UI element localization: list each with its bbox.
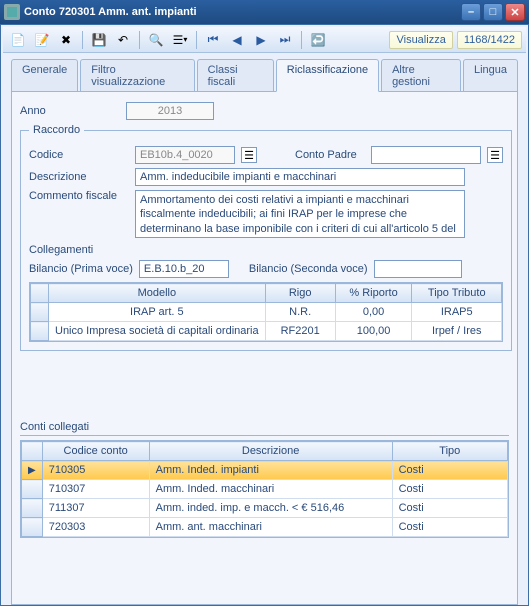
codice-lookup-button[interactable]: ☰	[241, 147, 257, 163]
list-icon[interactable]: ☰▾	[169, 30, 191, 50]
codice-label: Codice	[29, 149, 129, 161]
close-button[interactable]: ✕	[505, 3, 525, 21]
table-row[interactable]: Unico Impresa società di capitali ordina…	[31, 322, 502, 341]
descrizione-label: Descrizione	[29, 171, 129, 183]
tab-strip: Generale Filtro visualizzazione Classi f…	[3, 53, 526, 92]
conti-collegati-header: Conti collegati	[20, 421, 509, 436]
raccordo-legend: Raccordo	[29, 124, 84, 136]
table-row[interactable]: IRAP art. 5 N.R. 0,00 IRAP5	[31, 303, 502, 322]
bilancio-prima-value[interactable]: E.B.10.b_20	[139, 260, 229, 278]
conto-padre-value[interactable]	[371, 146, 481, 164]
export-icon[interactable]: ↩️	[307, 30, 329, 50]
delete-icon[interactable]: ✖	[55, 30, 77, 50]
anno-value: 2013	[126, 102, 214, 120]
tab-panel: Anno 2013 Raccordo Codice EB10b.4_0020 ☰…	[11, 91, 518, 605]
separator	[82, 31, 83, 49]
undo-icon[interactable]: ↶	[112, 30, 134, 50]
last-icon[interactable]: ⏭	[274, 30, 296, 50]
titlebar: Conto 720301 Amm. ant. impianti – □ ✕	[0, 0, 529, 24]
first-icon[interactable]: ⏮	[202, 30, 224, 50]
search-icon[interactable]: 🔍	[145, 30, 167, 50]
grid-collegamenti: Modello Rigo % Riporto Tipo Tributo IRAP…	[29, 282, 503, 342]
window-body: 📄 📝 ✖ 💾 ↶ 🔍 ☰▾ ⏮ ◀ ▶ ⏭ ↩️ Visualizza 116…	[0, 24, 529, 606]
toolbar: 📄 📝 ✖ 💾 ↶ 🔍 ☰▾ ⏮ ◀ ▶ ⏭ ↩️ Visualizza 116…	[3, 27, 526, 53]
edit-icon[interactable]: 📝	[31, 30, 53, 50]
next-icon[interactable]: ▶	[250, 30, 272, 50]
table-row[interactable]: 711307 Amm. inded. imp. e macch. < € 516…	[22, 499, 508, 518]
descrizione-value[interactable]: Amm. indeducibile impianti e macchinari	[135, 168, 465, 186]
raccordo-fieldset: Raccordo Codice EB10b.4_0020 ☰ Conto Pad…	[20, 124, 512, 351]
grid-conti-collegati: Codice conto Descrizione Tipo ▶ 710305 A…	[20, 440, 509, 538]
collegamenti-header: Collegamenti	[29, 244, 503, 256]
codice-value: EB10b.4_0020	[135, 146, 235, 164]
window-title: Conto 720301 Amm. ant. impianti	[24, 6, 461, 18]
commento-label: Commento fiscale	[29, 190, 129, 202]
col-codice-conto[interactable]: Codice conto	[42, 442, 149, 461]
conto-padre-lookup-button[interactable]: ☰	[487, 147, 503, 163]
bilancio-seconda-value[interactable]	[374, 260, 462, 278]
record-counter: 1168/1422	[457, 31, 522, 49]
separator	[196, 31, 197, 49]
commento-value[interactable]: Ammortamento dei costi relativi a impian…	[135, 190, 465, 238]
app-icon	[4, 4, 20, 20]
anno-label: Anno	[20, 105, 120, 117]
save-icon[interactable]: 💾	[88, 30, 110, 50]
col-rigo[interactable]: Rigo	[265, 284, 335, 303]
prev-icon[interactable]: ◀	[226, 30, 248, 50]
tab-lingua[interactable]: Lingua	[463, 59, 518, 92]
col-tipo[interactable]: Tipo	[392, 442, 507, 461]
bilancio-seconda-label: Bilancio (Seconda voce)	[249, 263, 368, 275]
separator	[301, 31, 302, 49]
minimize-button[interactable]: –	[461, 3, 481, 21]
col-descrizione[interactable]: Descrizione	[149, 442, 392, 461]
col-tributo[interactable]: Tipo Tributo	[412, 284, 502, 303]
row-pointer-icon: ▶	[22, 461, 43, 480]
col-modello[interactable]: Modello	[49, 284, 266, 303]
tab-riclassificazione[interactable]: Riclassificazione	[276, 59, 379, 92]
tab-generale[interactable]: Generale	[11, 59, 78, 92]
bilancio-prima-label: Bilancio (Prima voce)	[29, 263, 133, 275]
tab-altre[interactable]: Altre gestioni	[381, 59, 461, 92]
separator	[139, 31, 140, 49]
visualizza-link[interactable]: Visualizza	[389, 31, 452, 49]
grid-corner	[31, 284, 49, 303]
maximize-button[interactable]: □	[483, 3, 503, 21]
col-riporto[interactable]: % Riporto	[335, 284, 412, 303]
tab-classi[interactable]: Classi fiscali	[197, 59, 274, 92]
table-row[interactable]: 710307 Amm. Inded. macchinari Costi	[22, 480, 508, 499]
tab-filtro[interactable]: Filtro visualizzazione	[80, 59, 194, 92]
table-row[interactable]: 720303 Amm. ant. macchinari Costi	[22, 518, 508, 537]
table-row[interactable]: ▶ 710305 Amm. Inded. impianti Costi	[22, 461, 508, 480]
new-icon[interactable]: 📄	[7, 30, 29, 50]
conto-padre-label: Conto Padre	[295, 149, 365, 161]
grid-corner	[22, 442, 43, 461]
